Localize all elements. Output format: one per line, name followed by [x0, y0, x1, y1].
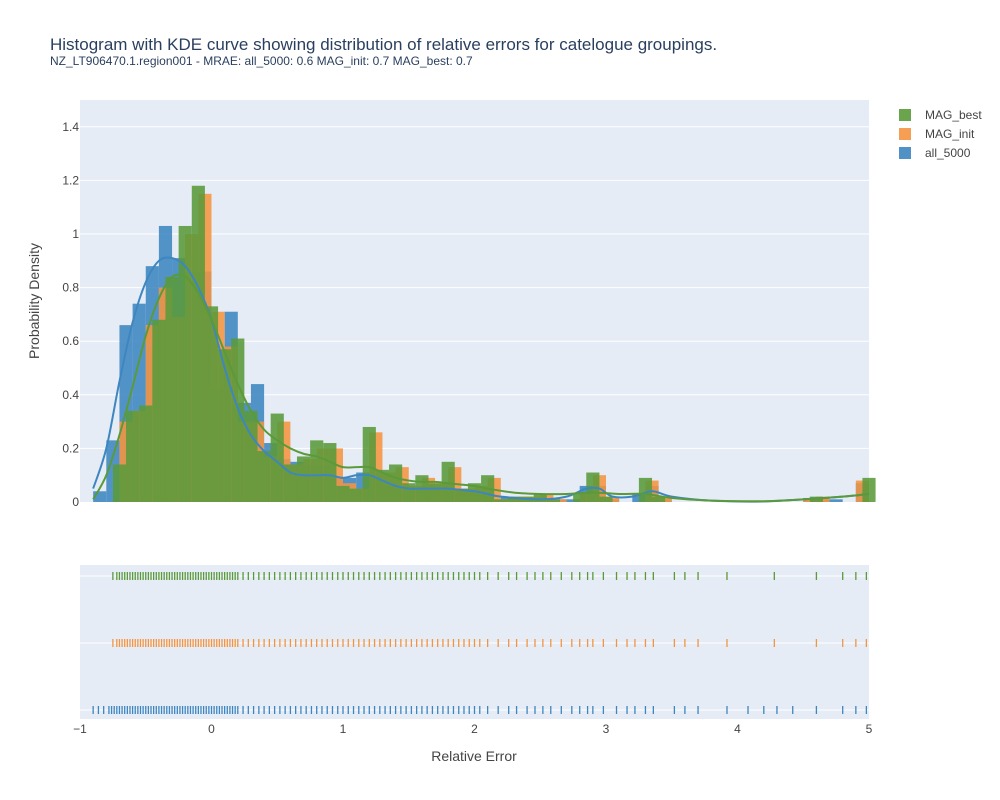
chart-title: Histogram with KDE curve showing distrib… — [50, 35, 717, 54]
y-axis-title: Probability Density — [26, 243, 42, 359]
legend-item-all_5000[interactable]: all_5000 — [899, 146, 971, 160]
legend-swatch — [899, 147, 911, 159]
histogram-bar-MAG_best — [573, 493, 587, 502]
x-tick-label: 5 — [866, 722, 873, 736]
histogram-bar-MAG_best — [270, 413, 284, 502]
histogram-bar-MAG_best — [112, 464, 127, 502]
histogram-bar-MAG_best — [546, 499, 560, 502]
y-tick-label: 0.2 — [62, 441, 79, 455]
histogram-bar-MAG_best — [454, 488, 468, 502]
x-tick-label: 1 — [340, 722, 347, 736]
histogram-bar-MAG_best — [191, 185, 205, 502]
legend-swatch — [899, 128, 911, 140]
legend-label: MAG_init — [925, 127, 975, 141]
histogram-bar-MAG_best — [494, 499, 508, 502]
histogram-bar-MAG_best — [178, 225, 192, 502]
histogram-bar-MAG_best — [389, 464, 403, 502]
legend-item-MAG_init[interactable]: MAG_init — [899, 127, 975, 141]
histogram-bar-MAG_best — [638, 477, 653, 502]
histogram-bar-MAG_best — [507, 496, 521, 502]
y-tick-label: 0 — [72, 495, 79, 509]
histogram-bar-MAG_best — [428, 483, 442, 502]
histogram-bar-MAG_best — [257, 451, 271, 502]
histogram-bar-MAG_best — [402, 483, 416, 502]
legend-item-MAG_best[interactable]: MAG_best — [899, 108, 982, 122]
y-tick-label: 0.6 — [62, 334, 79, 348]
histogram-bar-MAG_best — [599, 496, 613, 502]
x-tick-label: 4 — [734, 722, 741, 736]
kde-curve-MAG_best — [92, 273, 870, 503]
kde-curve-all_5000 — [92, 256, 870, 503]
x-tick-label: 3 — [603, 722, 610, 736]
legend-label: MAG_best — [925, 108, 982, 122]
y-tick-label: 0.4 — [62, 388, 79, 402]
histogram-bar-MAG_best — [244, 410, 258, 502]
histogram-bar-MAG_best — [204, 306, 219, 502]
histogram-bar-MAG_best — [231, 338, 245, 502]
histogram-bar-MAG_best — [533, 493, 547, 502]
histogram-bar-all_5000 — [93, 491, 107, 502]
histogram-bar-MAG_best — [323, 443, 337, 502]
y-tick-label: 0.8 — [62, 281, 79, 295]
histogram-bar-MAG_best — [862, 477, 876, 502]
histogram-bar-MAG_best — [441, 461, 455, 502]
legend-label: all_5000 — [925, 146, 971, 160]
histogram-bar-MAG_best — [296, 456, 311, 502]
histogram-bar-MAG_best — [165, 276, 179, 502]
chart-subtitle: NZ_LT906470.1.region001 - MRAE: all_5000… — [50, 54, 473, 68]
histogram-bar-MAG_best — [310, 440, 324, 502]
x-tick-label: 0 — [208, 722, 215, 736]
histogram-bar-MAG_best — [139, 405, 153, 502]
histogram-bar-MAG_best — [349, 488, 363, 502]
histogram-bar-MAG_best — [218, 349, 232, 502]
x-tick-label: −1 — [73, 722, 87, 736]
y-tick-label: 1 — [72, 227, 79, 241]
x-tick-label: 2 — [471, 722, 478, 736]
histogram-bar-MAG_best — [467, 483, 482, 502]
y-tick-label: 1.2 — [62, 173, 79, 187]
histogram-bar-MAG_best — [152, 319, 166, 502]
histogram-bar-MAG_best — [336, 485, 350, 502]
x-axis-title: Relative Error — [431, 748, 517, 764]
histogram-bar-MAG_best — [375, 469, 390, 502]
legend-swatch — [899, 109, 911, 121]
histogram-bar-all_5000 — [829, 499, 843, 502]
histogram-bar-MAG_best — [126, 410, 140, 502]
y-tick-label: 1.4 — [62, 120, 79, 134]
histogram-bar-MAG_best — [652, 496, 666, 502]
histogram-bar-MAG_best — [362, 426, 376, 502]
